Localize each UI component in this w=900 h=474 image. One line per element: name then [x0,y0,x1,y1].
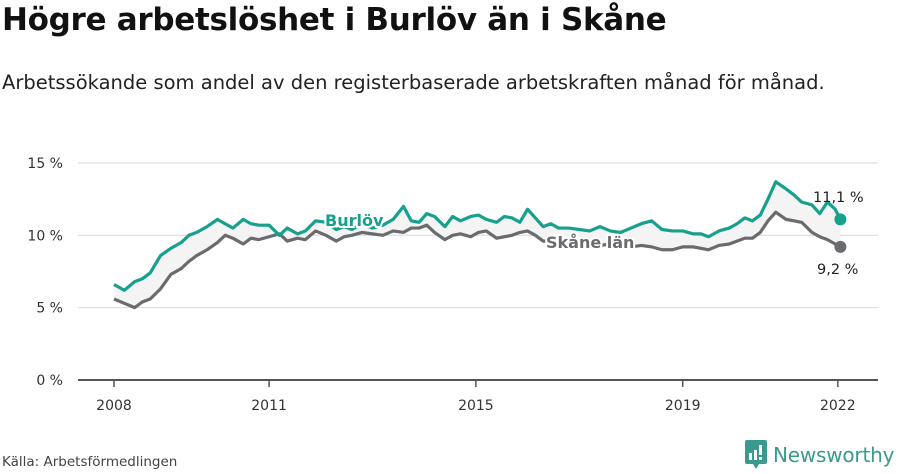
burlov-line [113,180,842,292]
x-tick-label: 2022 [820,398,856,414]
skane-end-dot [834,240,847,253]
skane-end-label: 9,2 % [817,262,858,278]
burlov-series-label: Burlöv [325,211,384,230]
newsworthy-logo[interactable]: Newsworthy [745,440,894,470]
y-tick-label: 0 % [36,373,63,389]
brand-name: Newsworthy [773,443,895,467]
x-axis-ticks: 2008 2011 2015 2019 2022 [96,380,856,414]
gap-band [114,181,841,308]
chart-subtitle: Arbetssökande som andel av den registerb… [2,71,825,94]
y-axis-ticks: 0 % 5 % 10 % 15 % [27,156,63,389]
skane-line [113,210,842,310]
x-tick-label: 2019 [665,398,701,414]
y-tick-label: 5 % [36,301,63,317]
y-tick-label: 15 % [27,156,63,172]
newsworthy-logo-icon [745,440,767,469]
skane-series-label: Skåne län [546,233,634,252]
source-note: Källa: Arbetsförmedlingen [2,454,178,470]
x-tick-label: 2008 [96,398,132,414]
chart-title: Högre arbetslöshet i Burlöv än i Skåne [2,2,667,38]
burlov-end-label: 11,1 % [813,190,864,206]
burlov-end-dot [834,213,847,226]
y-tick-label: 10 % [27,228,63,244]
x-tick-label: 2015 [458,398,494,414]
x-tick-label: 2011 [251,398,287,414]
